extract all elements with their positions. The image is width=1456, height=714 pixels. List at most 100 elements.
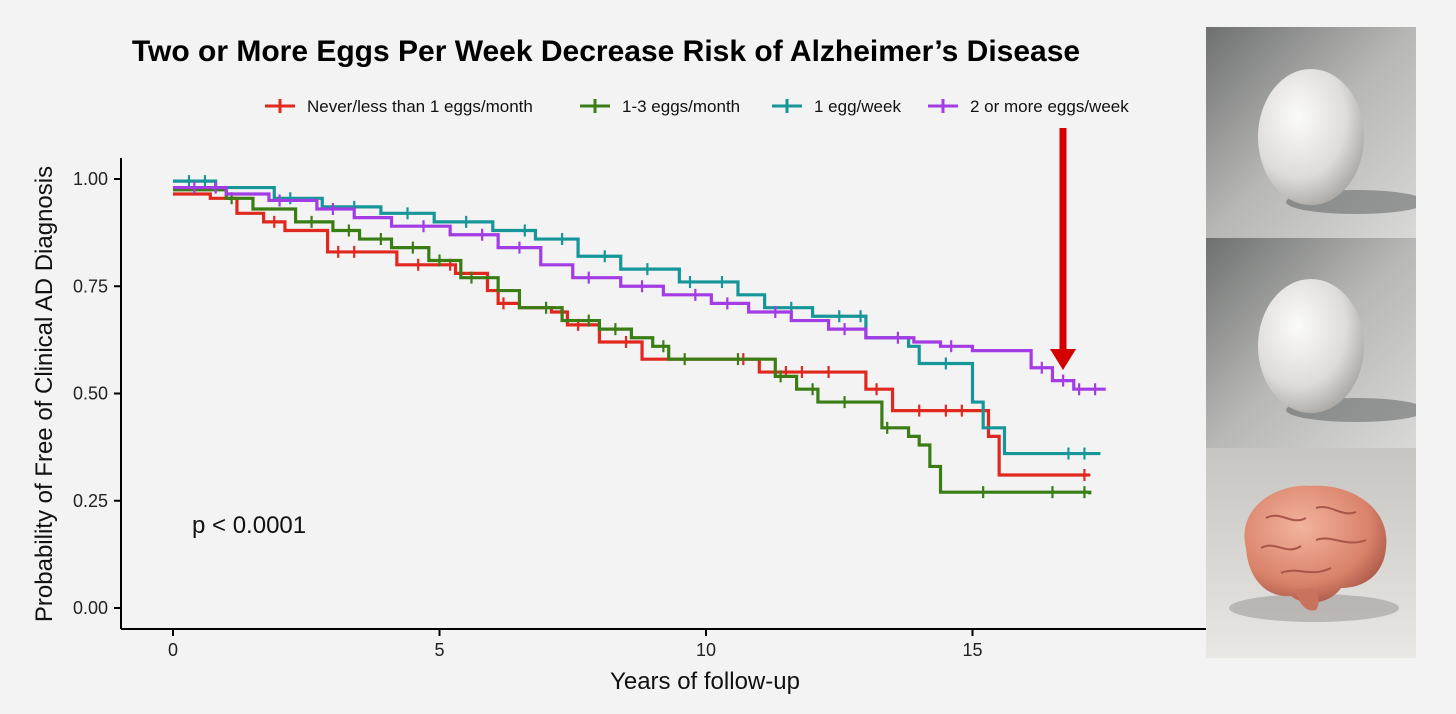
censor-mark xyxy=(1073,383,1086,396)
legend-key xyxy=(928,99,958,113)
series-1 xyxy=(173,188,1092,499)
censor-mark xyxy=(769,305,782,318)
censor-mark xyxy=(620,336,633,349)
censor-mark xyxy=(806,383,819,396)
censor-mark xyxy=(268,215,281,228)
y-axis-title: Probability of Free of Clinical AD Diagn… xyxy=(31,166,58,622)
legend-label: 1 egg/week xyxy=(814,97,901,116)
censor-mark xyxy=(460,215,473,228)
p-value-annotation: p < 0.0001 xyxy=(192,512,306,539)
censor-mark xyxy=(636,280,649,293)
x-tick-label: 15 xyxy=(962,640,982,660)
censor-mark xyxy=(939,357,952,370)
censor-mark xyxy=(332,245,345,258)
censor-mark xyxy=(795,366,808,379)
censor-mark xyxy=(465,271,478,284)
red-arrow xyxy=(1050,128,1076,370)
censor-mark xyxy=(977,486,990,499)
x-tick-label: 0 xyxy=(168,640,178,660)
censor-mark xyxy=(721,297,734,310)
censor-mark xyxy=(497,297,510,310)
censor-mark xyxy=(955,404,968,417)
censor-mark xyxy=(433,254,446,267)
censor-mark xyxy=(513,241,526,254)
censor-mark xyxy=(556,233,569,246)
censor-mark xyxy=(305,215,318,228)
censor-mark xyxy=(209,181,222,194)
censor-mark xyxy=(838,396,851,409)
censor-mark xyxy=(881,421,894,434)
km-chart: Two or More Eggs Per Week Decrease Risk … xyxy=(31,35,1206,695)
legend-key xyxy=(772,99,802,113)
censor-mark xyxy=(582,271,595,284)
legend-key xyxy=(265,99,295,113)
censor-mark xyxy=(1057,374,1070,387)
censor-mark xyxy=(417,220,430,233)
y-axis-ticks: 0.00 0.25 0.50 0.75 1.00 xyxy=(73,169,121,618)
legend-label: Never/less than 1 eggs/month xyxy=(307,97,533,116)
censor-mark xyxy=(1046,486,1059,499)
censor-mark xyxy=(1078,486,1091,499)
censor-mark xyxy=(582,314,595,327)
censor-mark xyxy=(1089,383,1102,396)
censor-mark xyxy=(412,258,425,271)
x-tick-label: 5 xyxy=(434,640,444,660)
censor-mark xyxy=(822,366,835,379)
censor-mark xyxy=(406,241,419,254)
x-axis-ticks: 0 5 10 15 xyxy=(168,629,983,660)
censor-mark xyxy=(945,340,958,353)
censor-mark xyxy=(326,203,339,216)
censor-mark xyxy=(1035,361,1048,374)
x-axis-title: Years of follow-up xyxy=(610,668,800,695)
censor-mark xyxy=(774,370,787,383)
censor-mark xyxy=(1078,447,1091,460)
chart-title: Two or More Eggs Per Week Decrease Risk … xyxy=(132,35,1080,68)
censor-mark xyxy=(891,331,904,344)
censor-mark xyxy=(476,228,489,241)
censor-mark xyxy=(1062,447,1075,460)
y-tick-label: 0.25 xyxy=(73,491,108,511)
censor-mark xyxy=(1078,469,1091,482)
censor-mark xyxy=(609,323,622,336)
censor-mark xyxy=(838,323,851,336)
km-curve xyxy=(173,185,1106,391)
censor-mark xyxy=(188,181,201,194)
censor-mark xyxy=(731,353,744,366)
series-3 xyxy=(173,181,1106,396)
censor-mark xyxy=(348,245,361,258)
y-tick-label: 0.75 xyxy=(73,276,108,296)
legend-label: 2 or more eggs/week xyxy=(970,97,1129,116)
censor-mark xyxy=(273,194,286,207)
censor-mark xyxy=(641,263,654,276)
censor-mark xyxy=(870,383,883,396)
censor-mark xyxy=(374,233,387,246)
y-tick-label: 0.00 xyxy=(73,598,108,618)
km-curve xyxy=(173,179,1101,456)
brain-photo xyxy=(1206,448,1416,658)
legend: Never/less than 1 eggs/month 1-3 eggs/mon… xyxy=(265,97,1129,116)
censor-mark xyxy=(182,175,195,188)
censor-mark xyxy=(518,224,531,237)
censor-mark xyxy=(678,353,691,366)
censor-mark xyxy=(657,340,670,353)
series-layer xyxy=(173,175,1106,499)
censor-mark xyxy=(715,275,728,288)
censor-mark xyxy=(401,207,414,220)
censor-mark xyxy=(540,301,553,314)
y-tick-label: 0.50 xyxy=(73,384,108,404)
censor-mark xyxy=(284,192,297,205)
censor-mark xyxy=(684,275,697,288)
legend-label: 1-3 eggs/month xyxy=(622,97,740,116)
series-2 xyxy=(173,175,1101,460)
censor-mark xyxy=(913,404,926,417)
censor-mark xyxy=(689,288,702,301)
egg-photo-top xyxy=(1206,27,1416,238)
censor-mark xyxy=(598,250,611,263)
x-tick-label: 10 xyxy=(696,640,716,660)
censor-mark xyxy=(833,310,846,323)
censor-mark xyxy=(939,404,952,417)
censor-mark xyxy=(854,310,867,323)
censor-mark xyxy=(342,224,355,237)
censor-mark xyxy=(198,175,211,188)
legend-key xyxy=(580,99,610,113)
